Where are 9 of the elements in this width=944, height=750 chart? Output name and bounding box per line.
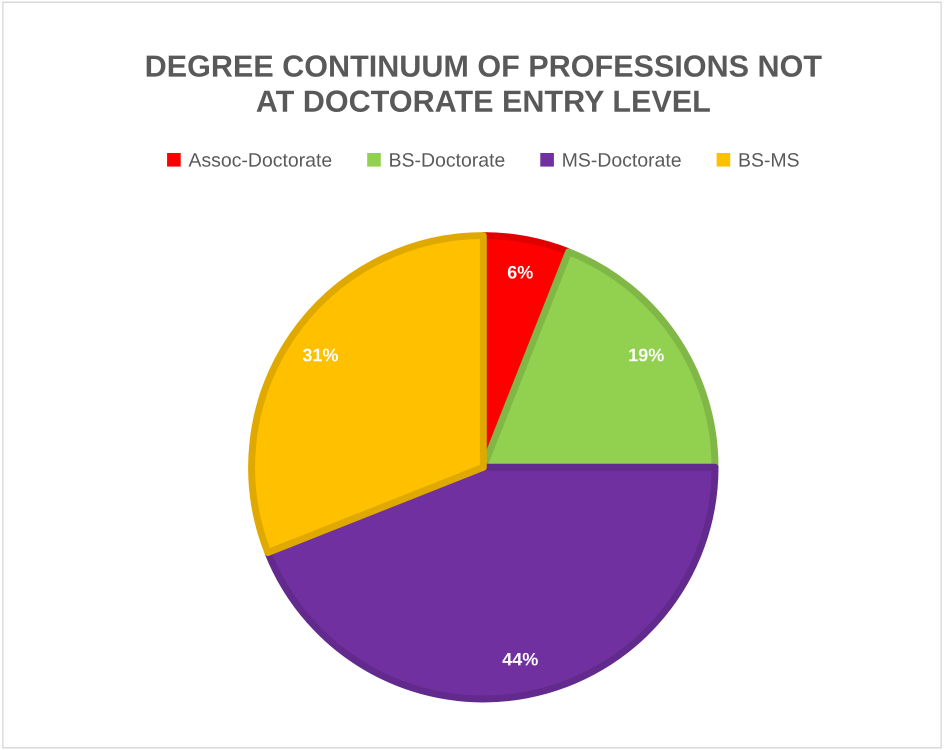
data-label: 6% [508,266,533,279]
data-label: 31% [302,348,338,362]
legend-label: Assoc-Doctorate [188,153,332,167]
chart-title: DEGREE CONTINUUM OF PROFESSIONS NOT AT DOCTORATE ENTRY LEVEL [146,55,822,112]
legend-label: MS-Doctorate [563,153,681,167]
data-label: 44% [502,652,538,666]
legend-label: BS-MS [740,153,799,167]
data-label: 19% [629,348,664,362]
legend-label: BS-Doctorate [390,153,504,167]
